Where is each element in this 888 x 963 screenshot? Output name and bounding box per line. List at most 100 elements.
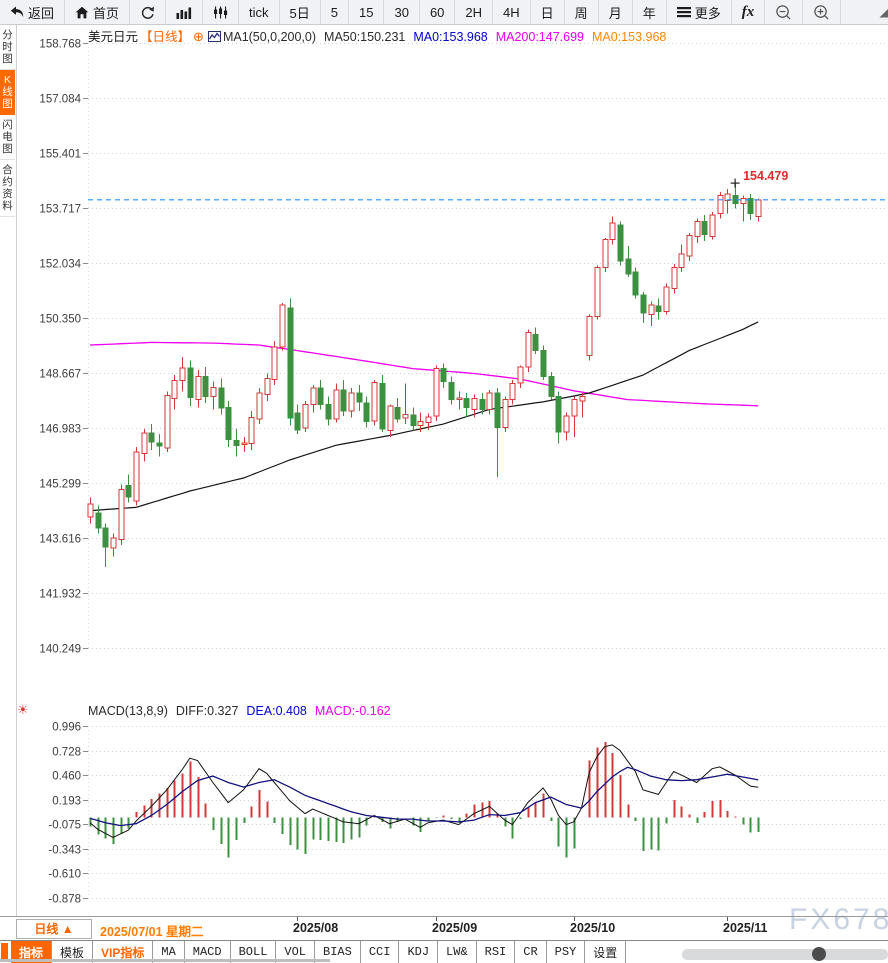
first-date-label: 2025/07/01 星期二 [100,925,204,939]
corner-icon-button[interactable] [872,0,888,24]
period-year-button[interactable]: 年 [633,0,667,24]
indicator-tab-boll[interactable]: BOLL [231,941,277,963]
period-day-button[interactable]: 日 [531,0,565,24]
month-label: 2025/09 [432,921,478,935]
high-point-cross-marker [730,178,740,188]
scrollbar-knob[interactable] [812,947,826,961]
price-tick-label: 141.932 [39,589,81,601]
period-5d-label: 5日 [289,5,310,21]
period-tick-button[interactable]: tick [239,0,280,24]
x-axis-row: 日线 ▲ 2025/07/01 星期二 2025/08 2025/09 2025/1… [0,916,888,941]
ma0-blue-readout: MA0:153.968 [413,30,488,44]
sidebar-tab-3[interactable]: 合约资料 [0,160,15,217]
bottom-left-scroll-track [0,959,330,962]
price-gridlines [83,43,888,649]
diff-readout: DIFF:0.327 [175,704,239,718]
chart-type-sidebar: 分时图 K线图 闪电图 合约资料 [0,25,17,916]
indicator-tab-macd[interactable]: MACD [185,941,231,963]
ma200-line [89,341,759,407]
zoom-in-icon-button[interactable] [803,0,842,24]
ma50-readout: MA50:150.231 [324,30,406,44]
indicator-tab-ma[interactable]: MA [153,941,185,963]
period-week-button[interactable]: 周 [565,0,599,24]
horizontal-scrollbar[interactable] [682,947,888,961]
kline-mini-icon [207,31,221,45]
period-selector-label: 日线 [34,922,59,936]
more-button[interactable]: 更多 [667,0,732,24]
more-icon [676,6,691,18]
indicator-tab-lw&[interactable]: LW& [438,941,477,963]
period-5m-button[interactable]: 5 [321,0,349,24]
period-60m-label: 60 [429,4,445,20]
add-compare-icon[interactable]: ⊕ [193,29,204,44]
indicator-toolbar: 指标 模板 VIP指标 MA MACD BOLL VOL BIAS CCI KDJ LW& RSI CR… [0,940,888,963]
chart-style-icon-button[interactable] [166,0,204,24]
period-5d-button[interactable]: 5日 [280,0,321,24]
indicator-tab-kdj[interactable]: KDJ [399,941,439,963]
sidebar-tab-2[interactable]: 闪电图 [0,115,15,160]
refresh-icon-button[interactable] [130,0,167,24]
price-tick-label: 158.768 [39,39,81,51]
period-30m-button[interactable]: 30 [384,0,420,24]
back-button[interactable]: 返回 [0,0,66,24]
period-15m-button[interactable]: 15 [349,0,385,24]
zoom-out-icon-button[interactable] [765,0,804,24]
indicator-tab-0[interactable]: 指标 [11,941,53,963]
period-30m-label: 30 [394,4,409,20]
price-tick-label: 143.616 [39,534,81,546]
macd-tick-label: 0.728 [52,747,81,759]
macd-tick-label: -0.878 [48,894,81,906]
indicator-tab-cr[interactable]: CR [515,941,547,963]
ma0-orange-readout: MA0:153.968 [591,30,667,44]
fx-label: fx [741,3,755,20]
period-60m-button[interactable]: 60 [420,0,456,24]
indicator-tab-cci[interactable]: CCI [361,941,400,963]
chart-style-icon [176,6,192,19]
indicator-tab-rsi[interactable]: RSI [477,941,516,963]
period-selector[interactable]: 日线 ▲ [16,919,92,939]
price-tick-label: 155.401 [39,149,81,161]
macd-gridlines [83,726,888,899]
zoom-in-icon [813,4,830,21]
macd-settings-icon[interactable]: ☀ [17,702,29,717]
indicator-style-icon-button[interactable] [203,0,240,24]
fx-button[interactable]: fx [732,0,766,24]
macd-tick-label: 0.996 [52,722,81,734]
month-label: 2025/11 [723,921,768,935]
period-2h-button[interactable]: 2H [455,0,494,24]
sidebar-tab-1[interactable]: K线图 [0,70,15,115]
price-tick-label: 153.717 [39,204,81,216]
period-month-button[interactable]: 月 [599,0,633,24]
candlestick-chart[interactable]: 158.768 157.084 155.401 153.717 152.034 150.3… [16,24,888,700]
triangle-up-icon: ▲ [61,922,74,936]
refresh-icon [140,5,155,20]
macd-chart[interactable]: 0.996 0.728 0.460 0.193 -0.075 -0.343 -0.610 -0… [16,706,888,916]
period-15m-label: 15 [359,4,374,20]
macd-readout: MACD:-0.162 [314,704,391,718]
indicator-tab-psy[interactable]: PSY [547,941,586,963]
home-button[interactable]: 首页 [65,0,131,24]
macd-title: MACD(13,8,9) [88,704,168,718]
toolbar-accent-chip [1,943,8,961]
period-tag: 【日线】 [140,30,191,44]
month-tick [297,917,298,921]
indicator-tab-vol[interactable]: VOL [276,941,316,963]
indicator-tab-bias[interactable]: BIAS [315,941,361,963]
price-tick-label: 150.350 [39,314,81,326]
indicator-tab-1[interactable]: 模板 [52,941,94,963]
macd-histogram [89,742,760,858]
period-4h-button[interactable]: 4H [493,0,531,24]
period-4h-label: 4H [503,4,520,20]
home-icon [75,6,89,19]
price-tick-label: 140.249 [39,644,81,656]
indicator-tab-2[interactable]: VIP指标 [93,941,154,963]
dea-readout: DEA:0.408 [246,704,307,718]
ma200-readout: MA200:147.699 [495,30,584,44]
macd-tick-label: -0.343 [48,845,81,857]
indicator-tab-14[interactable]: 设置 [585,941,627,963]
sidebar-tab-0[interactable]: 分时图 [0,25,15,70]
period-2h-label: 2H [465,4,483,20]
period-5m-label: 5 [330,4,338,20]
ma-settings-readout: MA1(50,0,200,0) [222,30,317,44]
price-tick-label: 157.084 [39,94,81,106]
